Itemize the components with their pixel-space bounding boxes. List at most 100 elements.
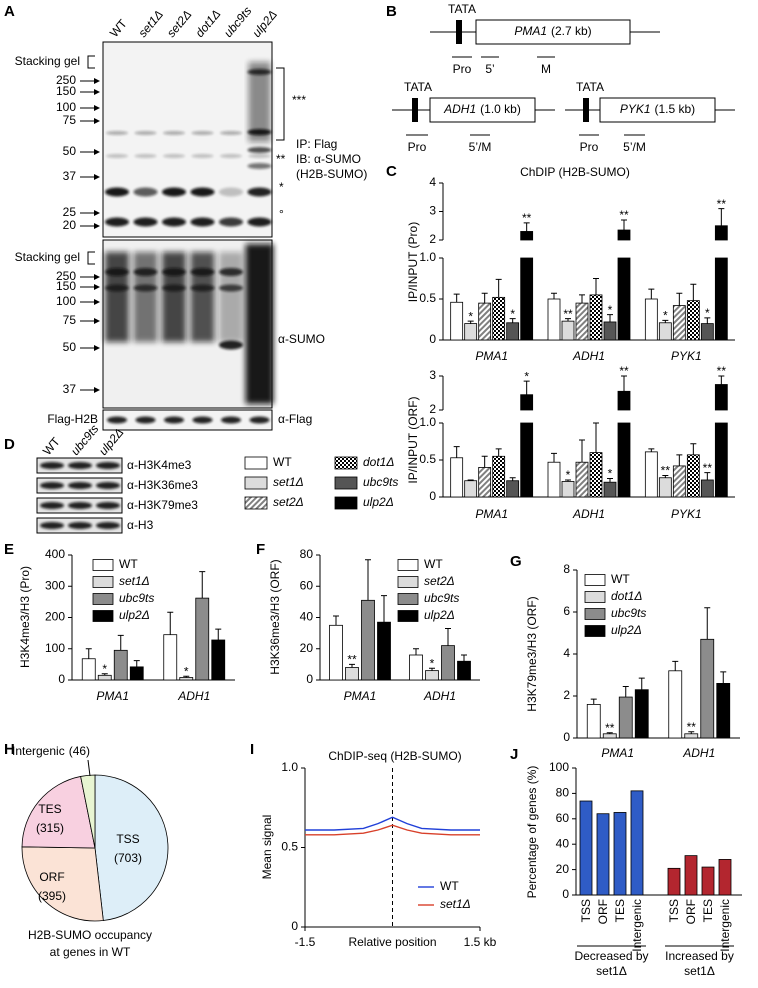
antibody-label: α-H3K79me3 xyxy=(127,498,198,512)
error-bar xyxy=(565,318,571,322)
bar xyxy=(589,452,603,498)
x-tick-label: PMA1 xyxy=(344,689,377,703)
bar xyxy=(617,390,631,411)
error-bar xyxy=(523,380,530,395)
lane-label: WT xyxy=(40,434,63,458)
error-bar xyxy=(638,677,645,690)
bar xyxy=(617,257,631,341)
error-bar xyxy=(704,472,711,480)
line-series xyxy=(305,824,480,836)
bar xyxy=(701,866,715,896)
marker-label: 37 xyxy=(63,382,77,396)
strip-label: α-Flag xyxy=(278,412,312,426)
blot-band xyxy=(96,522,120,529)
error-bar xyxy=(621,375,627,392)
blot-band xyxy=(40,462,64,469)
panel-letter: B xyxy=(386,3,397,20)
blot-band xyxy=(133,284,158,292)
blot-band xyxy=(219,217,243,227)
bar xyxy=(672,465,686,498)
x-tick-label: Intergenic xyxy=(718,899,732,952)
blot-band xyxy=(220,154,242,158)
blot-band xyxy=(162,217,186,227)
significance: ** xyxy=(717,197,727,211)
legend-swatch xyxy=(244,456,268,470)
legend-swatch xyxy=(397,559,419,571)
error-bar xyxy=(648,288,655,299)
error-bar xyxy=(676,292,683,306)
blot-bottom xyxy=(105,244,274,404)
bar xyxy=(97,674,112,681)
bracket xyxy=(276,67,285,141)
group-label: Decreased by set1Δ xyxy=(574,949,649,978)
error-bar xyxy=(672,660,679,671)
tata-label: TATA xyxy=(448,2,476,16)
blot-band xyxy=(191,154,214,158)
error-bar xyxy=(565,479,571,482)
slice-label: TES xyxy=(38,802,61,816)
tata-box xyxy=(456,20,462,44)
y-tick-label: 0 xyxy=(58,672,65,686)
error-bar xyxy=(579,294,585,304)
y-tick-label: 100 xyxy=(549,760,569,774)
blot-band xyxy=(163,154,185,158)
significance: ** xyxy=(687,720,697,734)
lane-label: ulp2Δ xyxy=(250,7,280,40)
legend-swatch xyxy=(92,610,114,622)
legend-label: ulp2Δ xyxy=(119,608,150,622)
bar xyxy=(464,480,478,498)
legend-swatch xyxy=(397,610,419,622)
bar xyxy=(596,813,610,896)
bar xyxy=(686,454,700,498)
blot-band xyxy=(107,416,127,424)
pie-slice xyxy=(80,774,96,849)
blot-smear xyxy=(162,252,186,342)
y-tick-label: 0.5 xyxy=(419,291,436,305)
legend-label: set2Δ xyxy=(273,495,304,509)
tata-label: TATA xyxy=(404,80,432,94)
strip-label: Flag-H2B xyxy=(47,412,98,426)
bar xyxy=(547,298,561,341)
error-bar xyxy=(461,654,467,662)
significance: ** xyxy=(563,307,573,321)
legend-label: set2Δ xyxy=(424,574,455,588)
error-bar xyxy=(662,475,669,478)
error-bar xyxy=(167,611,174,635)
error-bar xyxy=(688,731,695,734)
legend-swatch xyxy=(397,576,419,588)
y-tick-label: 20 xyxy=(300,641,314,655)
blot-label: IP: Flag xyxy=(296,137,337,151)
x-tick-label: TES xyxy=(701,899,715,922)
y-axis-label: IP/INPUT (ORF) xyxy=(406,396,420,483)
bar xyxy=(644,298,658,341)
x-tick-label: TES xyxy=(613,899,627,922)
region-label: Pro xyxy=(453,62,472,76)
bar xyxy=(377,621,391,681)
legend-label: WT xyxy=(440,879,459,893)
blot-frame xyxy=(102,409,273,431)
bar xyxy=(520,394,534,411)
error-bar xyxy=(551,292,557,299)
marker-label: 100 xyxy=(56,294,76,308)
legend-label: ubc9ts xyxy=(363,475,398,489)
error-bar xyxy=(593,278,599,295)
gene-box xyxy=(475,19,631,45)
bar xyxy=(163,634,178,681)
error-bar xyxy=(704,607,711,640)
blot-label: (H2B-SUMO) xyxy=(296,167,367,181)
legend-swatch xyxy=(92,559,114,571)
y-axis-label: IP/INPUT (Pro) xyxy=(406,222,420,302)
bar xyxy=(634,689,649,739)
error-bar xyxy=(183,675,190,678)
error-bar xyxy=(445,627,451,646)
bar xyxy=(450,457,464,498)
bar xyxy=(129,666,144,681)
panel-letter: C xyxy=(386,163,397,180)
significance: * xyxy=(430,656,435,670)
blot-band xyxy=(105,268,129,276)
significance: ** xyxy=(522,211,532,225)
lane-label: WT xyxy=(107,16,130,40)
y-tick-label: 4 xyxy=(429,175,436,189)
caption: at genes in WT xyxy=(50,945,131,959)
marker-label: 150 xyxy=(56,279,76,293)
